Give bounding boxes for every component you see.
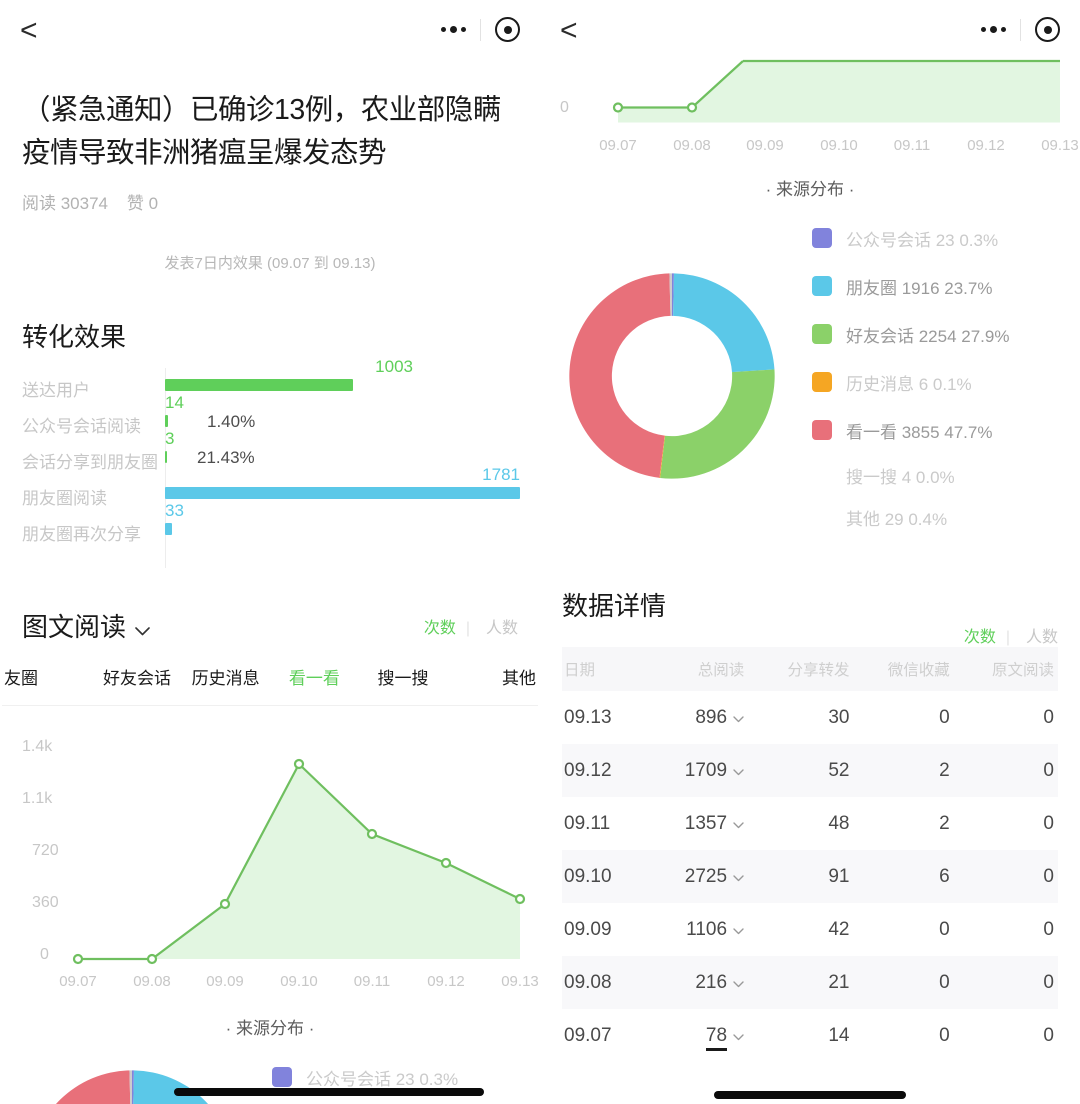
svg-text:09.13: 09.13 [1041, 137, 1079, 154]
svg-text:1.1k: 1.1k [22, 790, 53, 807]
svg-text:09.07: 09.07 [59, 973, 97, 990]
svg-text:09.10: 09.10 [280, 973, 318, 990]
svg-text:09.07: 09.07 [599, 137, 637, 154]
svg-text:0: 0 [560, 99, 569, 116]
svg-text:09.09: 09.09 [206, 973, 244, 990]
svg-text:09.11: 09.11 [894, 137, 930, 154]
svg-text:09.09: 09.09 [746, 137, 784, 154]
svg-text:09.11: 09.11 [354, 973, 390, 990]
svg-text:1.4k: 1.4k [22, 738, 53, 755]
svg-text:360: 360 [32, 894, 59, 911]
svg-text:09.13: 09.13 [501, 973, 539, 990]
svg-text:720: 720 [32, 842, 59, 859]
svg-text:09.12: 09.12 [967, 137, 1005, 154]
svg-text:09.08: 09.08 [133, 973, 171, 990]
svg-text:0: 0 [40, 946, 49, 963]
svg-text:09.10: 09.10 [820, 137, 858, 154]
svg-text:09.08: 09.08 [673, 137, 711, 154]
svg-text:09.12: 09.12 [427, 973, 465, 990]
